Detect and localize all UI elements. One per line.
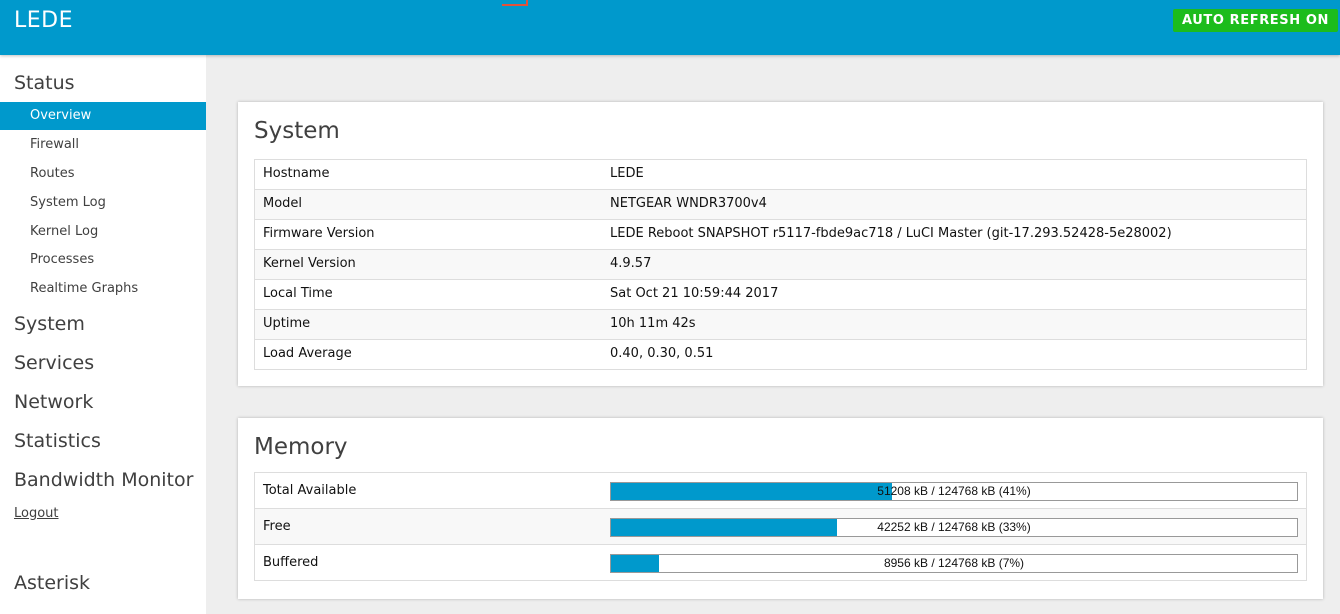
system-panel: System Hostname LEDE Model NETGEAR WNDR3… [238, 102, 1323, 386]
corner-mark-icon [502, 0, 528, 6]
progress-text: 8956 kB / 124768 kB (7%) [883, 556, 1025, 570]
row-value: LEDE [610, 166, 644, 181]
table-row: Local Time Sat Oct 21 10:59:44 2017 [255, 280, 1306, 310]
memory-panel: Memory Total Available 51208 kB / 124768… [238, 418, 1323, 599]
menu-category-network[interactable]: Network [14, 391, 94, 413]
progress-fill [611, 483, 893, 500]
memory-table: Total Available 51208 kB / 124768 kB (41… [254, 472, 1307, 581]
row-label: Free [263, 519, 291, 534]
auto-refresh-toggle[interactable]: AUTO REFRESH ON [1172, 9, 1338, 32]
table-row: Load Average 0.40, 0.30, 0.51 [255, 340, 1306, 370]
sidebar-menu: Status Overview Firewall Routes System L… [0, 55, 206, 614]
top-header: LEDE AUTO REFRESH ON [0, 0, 1340, 55]
row-value: NETGEAR WNDR3700v4 [610, 196, 767, 211]
menu-category-asterisk[interactable]: Asterisk [14, 572, 91, 594]
progress-text: 51208 kB / 124768 kB (41%) [877, 484, 1031, 498]
row-label: Local Time [263, 286, 333, 301]
row-value: Sat Oct 21 10:59:44 2017 [610, 286, 779, 301]
row-value: 0.40, 0.30, 0.51 [610, 346, 714, 361]
sidebar-item-system-log[interactable]: System Log [30, 195, 106, 210]
table-row: Kernel Version 4.9.57 [255, 250, 1306, 280]
sidebar-item-overview[interactable]: Overview [0, 102, 206, 130]
memory-progress-bar: 51208 kB / 124768 kB (41%) [610, 482, 1298, 501]
sidebar-item-kernel-log[interactable]: Kernel Log [30, 224, 99, 239]
table-row: Uptime 10h 11m 42s [255, 310, 1306, 340]
row-label: Firmware Version [263, 226, 375, 241]
table-row: Total Available 51208 kB / 124768 kB (41… [255, 473, 1306, 509]
logout-link[interactable]: Logout [14, 506, 59, 521]
memory-panel-title: Memory [254, 434, 348, 460]
row-label: Total Available [263, 483, 357, 498]
row-value: LEDE Reboot SNAPSHOT r5117-fbde9ac718 / … [610, 226, 1172, 241]
row-label: Model [263, 196, 303, 211]
brand-logo[interactable]: LEDE [14, 8, 73, 33]
row-value: 4.9.57 [610, 256, 652, 271]
progress-fill [611, 519, 838, 536]
menu-category-system[interactable]: System [14, 313, 85, 335]
sidebar-item-routes[interactable]: Routes [30, 166, 75, 181]
progress-fill [611, 555, 660, 572]
row-label: Kernel Version [263, 256, 356, 271]
menu-category-services[interactable]: Services [14, 352, 95, 374]
memory-progress-bar: 8956 kB / 124768 kB (7%) [610, 554, 1298, 573]
menu-category-status[interactable]: Status [14, 72, 75, 94]
row-label: Uptime [263, 316, 311, 331]
row-label: Hostname [263, 166, 330, 181]
memory-progress-bar: 42252 kB / 124768 kB (33%) [610, 518, 1298, 537]
sidebar-item-realtime-graphs[interactable]: Realtime Graphs [30, 281, 139, 296]
table-row: Free 42252 kB / 124768 kB (33%) [255, 509, 1306, 545]
table-row: Buffered 8956 kB / 124768 kB (7%) [255, 545, 1306, 581]
progress-text: 42252 kB / 124768 kB (33%) [877, 520, 1031, 534]
row-value: 10h 11m 42s [610, 316, 696, 331]
row-label: Buffered [263, 555, 319, 570]
menu-category-statistics[interactable]: Statistics [14, 430, 101, 452]
table-row: Firmware Version LEDE Reboot SNAPSHOT r5… [255, 220, 1306, 250]
system-panel-title: System [254, 118, 340, 144]
row-label: Load Average [263, 346, 352, 361]
menu-category-bandwidth-monitor[interactable]: Bandwidth Monitor [14, 469, 194, 491]
sidebar-item-processes[interactable]: Processes [30, 252, 95, 267]
table-row: Model NETGEAR WNDR3700v4 [255, 190, 1306, 220]
table-row: Hostname LEDE [255, 160, 1306, 190]
system-info-table: Hostname LEDE Model NETGEAR WNDR3700v4 F… [254, 159, 1307, 370]
sidebar-item-firewall[interactable]: Firewall [30, 137, 80, 152]
